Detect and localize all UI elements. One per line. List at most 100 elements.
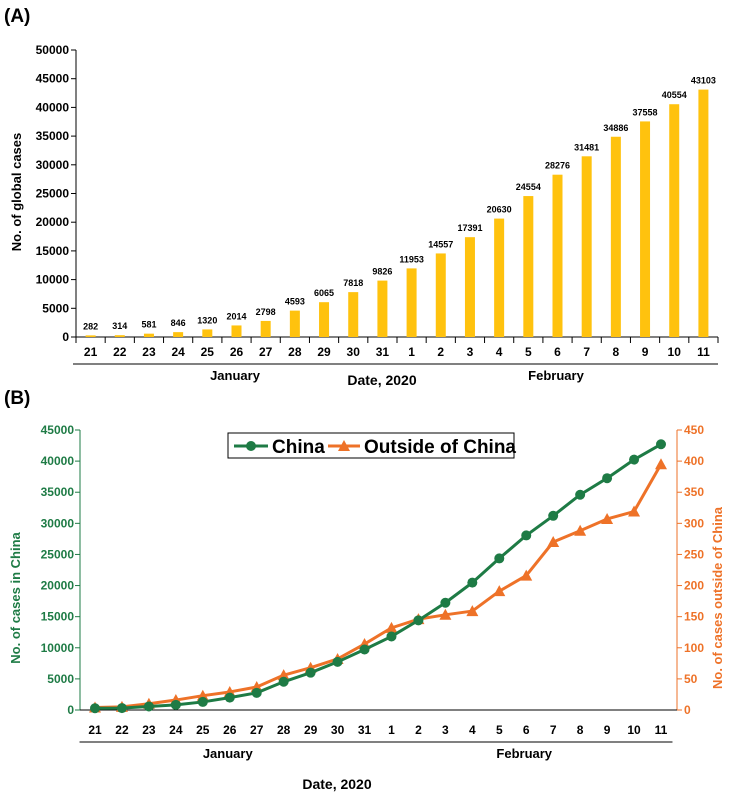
bar <box>435 253 446 337</box>
y-tick-label: 15000 <box>36 244 70 258</box>
legend-china-label: China <box>272 437 325 458</box>
point-china <box>332 656 343 667</box>
point-china <box>116 703 127 714</box>
x-tick-label: 30 <box>331 723 345 737</box>
bar <box>143 333 154 337</box>
point-china <box>521 530 532 541</box>
y-tick-label: 20000 <box>36 215 70 229</box>
x-tick-label: 28 <box>277 723 291 737</box>
x-tick-label: 8 <box>577 723 584 737</box>
y-tick-label-left: 40000 <box>41 454 75 468</box>
bar <box>581 156 592 337</box>
x-tick-label: 4 <box>469 723 476 737</box>
point-outside-china <box>466 605 479 617</box>
x-tick-label: 5 <box>496 723 503 737</box>
bar <box>85 335 96 337</box>
x-tick-label: 27 <box>250 723 264 737</box>
bar <box>173 332 184 337</box>
point-china <box>278 676 289 687</box>
data-label: 40554 <box>662 90 687 100</box>
x-tick-label: 28 <box>288 345 302 359</box>
legend: China Outside of China <box>227 432 516 459</box>
point-china <box>440 597 451 608</box>
data-label: 2798 <box>256 307 276 317</box>
panel-a-xlabel: Date, 2020 <box>347 372 416 388</box>
point-outside-china <box>520 569 533 581</box>
point-china <box>224 692 235 703</box>
y-tick-label-right: 50 <box>684 672 698 686</box>
y-tick-label-right: 350 <box>684 485 704 499</box>
y-tick-label: 50000 <box>36 43 70 57</box>
point-outside-china <box>385 621 398 633</box>
panel-b-xlabel: Date, 2020 <box>302 776 371 792</box>
y-tick-label-left: 45000 <box>41 423 75 437</box>
point-china <box>90 703 100 714</box>
legend-outside-marker <box>338 440 350 451</box>
point-china <box>548 510 559 521</box>
data-label: 7818 <box>343 278 363 288</box>
x-tick-label: 22 <box>113 345 127 359</box>
x-tick-label: 27 <box>259 345 273 359</box>
bar <box>319 302 330 337</box>
y-tick-label-left: 10000 <box>41 641 75 655</box>
chart-b: 0 5000 10000 15000 20000 25000 30000 35000 40000… <box>41 423 705 761</box>
y-tick-label: 0 <box>62 330 69 344</box>
y-tick-label-left: 5000 <box>47 672 74 686</box>
point-china <box>197 696 208 707</box>
x-tick-label: 29 <box>317 345 331 359</box>
data-label: 1320 <box>197 315 217 325</box>
data-label: 24554 <box>516 182 541 192</box>
data-label: 581 <box>141 320 156 330</box>
data-label: 34886 <box>603 123 628 133</box>
point-outside-china <box>574 524 587 536</box>
x-tick-label: 23 <box>142 723 156 737</box>
series-line-china <box>94 442 662 710</box>
point-china <box>251 687 262 698</box>
x-tick-label: 11 <box>655 723 668 737</box>
x-tick-label: 30 <box>347 345 361 359</box>
x-tick-label: 11 <box>697 345 710 359</box>
panel-b-label: (B) <box>4 388 30 409</box>
bar <box>114 335 125 337</box>
data-label: 17391 <box>457 223 482 233</box>
x-tick-label: 24 <box>169 723 183 737</box>
x-tick-label: 25 <box>196 723 210 737</box>
x-tick-label: 1 <box>408 345 415 359</box>
data-label: 43103 <box>691 76 716 86</box>
data-label: 2014 <box>226 311 246 321</box>
chart-a: 0 5000 10000 15000 20000 25000 30000 35000 40000… <box>36 43 719 383</box>
point-china <box>656 439 666 450</box>
point-china <box>575 489 586 500</box>
x-tick-label: 7 <box>550 723 557 737</box>
point-outside-china <box>601 512 614 524</box>
data-label: 20630 <box>487 205 512 215</box>
y-tick-label-right: 150 <box>684 610 704 624</box>
series-line-outside-china <box>94 463 663 710</box>
data-label: 9826 <box>372 267 392 277</box>
x-tick-label: 31 <box>358 723 372 737</box>
x-tick-label: 2 <box>437 345 444 359</box>
x-tick-label: 6 <box>554 345 561 359</box>
y-tick-label-left: 35000 <box>41 485 75 499</box>
panel-a-ylabel: No. of global cases <box>9 133 24 251</box>
data-label: 28276 <box>545 161 570 171</box>
data-label: 11953 <box>399 254 424 264</box>
y-tick-label-left: 15000 <box>41 610 75 624</box>
point-china <box>359 644 370 655</box>
month-label: February <box>528 368 584 383</box>
x-tick-label: 8 <box>613 345 620 359</box>
panel-b-ylabel-right: No. of cases outside of China <box>710 506 725 689</box>
x-tick-label: 4 <box>496 345 503 359</box>
x-tick-label: 31 <box>376 345 390 359</box>
legend-china-marker <box>246 441 256 451</box>
bar <box>494 218 505 337</box>
y-tick-label: 5000 <box>42 301 69 315</box>
month-label: January <box>210 368 261 383</box>
x-tick-label: 3 <box>467 345 474 359</box>
x-tick-label: 9 <box>604 723 611 737</box>
x-tick-label: 10 <box>668 345 682 359</box>
y-tick-label-left: 20000 <box>41 579 75 593</box>
point-china <box>494 553 505 564</box>
data-label: 282 <box>83 321 98 331</box>
